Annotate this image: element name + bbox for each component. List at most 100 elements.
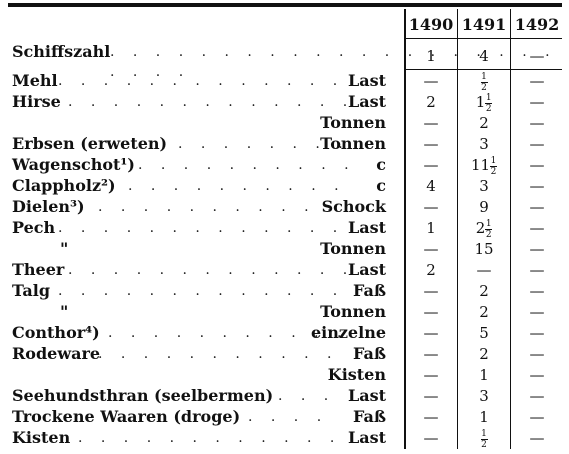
row-value-1492: — (529, 240, 545, 258)
row-value-1490: — (423, 324, 439, 342)
row-unit: Last (347, 92, 386, 111)
leader-dots: . . . . . . . . . . (128, 178, 346, 194)
row-value-1491: 15 (474, 240, 494, 258)
row-unit: Last (347, 71, 386, 90)
row-label: Dielen³) (12, 197, 85, 216)
leader-dots: . . . . . . . . (178, 136, 350, 152)
row-value-1492: — (529, 177, 545, 195)
row-value-1490: — (423, 156, 439, 174)
row-unit: Schock (321, 197, 386, 216)
row-unit: Last (347, 260, 386, 279)
year-header-1490: 1490 (408, 15, 454, 34)
leader-dots: . . . . . . . . . . . (108, 325, 349, 341)
row-value-1492: — (529, 345, 545, 363)
row-value-1491: 5 (479, 324, 489, 342)
row-value-1491: 3 (479, 135, 489, 153)
row-unit: Tonnen (320, 302, 386, 321)
row-unit: c (376, 176, 386, 195)
column-rule-1 (457, 9, 458, 449)
row-label: " (60, 302, 69, 321)
row-value-1490: — (423, 345, 439, 363)
row-value-1492: — (529, 324, 545, 342)
row-label: Talg (12, 281, 51, 300)
row-label: " (60, 239, 69, 258)
row-value-1491: 2 (479, 114, 489, 132)
header-rule (404, 38, 562, 39)
ship-count-1492: — (529, 47, 545, 65)
row-value-1491: 3 (479, 177, 489, 195)
row-value-1491: 1 (479, 366, 489, 384)
row-value-1491: — (476, 261, 492, 279)
ship-count-rule (404, 69, 562, 70)
row-value-1491: 11 1 2 (470, 155, 498, 177)
row-value-1492: — (529, 366, 545, 384)
leader-dots: . . . . . . . . . . (138, 157, 356, 173)
row-unit: Kisten (327, 365, 386, 384)
row-value-1491: 2 (479, 282, 489, 300)
year-header-1491: 1491 (461, 15, 507, 34)
row-value-1492: — (529, 261, 545, 279)
row-value-1490: — (423, 387, 439, 405)
row-value-1492: — (529, 303, 545, 321)
row-value-1492: — (529, 408, 545, 426)
column-rule-2 (510, 9, 511, 449)
row-value-1492: — (529, 114, 545, 132)
row-unit: Tonnen (320, 134, 386, 153)
row-label: Kisten (12, 428, 71, 447)
row-value-1492: — (529, 387, 545, 405)
row-value-1491: 1 (479, 408, 489, 426)
row-value-1492: — (529, 135, 545, 153)
row-value-1492: — (529, 72, 545, 90)
row-value-1491: 2 (479, 345, 489, 363)
row-value-1490: — (423, 366, 439, 384)
row-label: Rodeware (12, 344, 101, 363)
row-label: Erbsen (erweten) (12, 134, 168, 153)
leader-dots: . . . . . . . . . . . (98, 346, 339, 362)
row-value-1490: — (423, 72, 439, 90)
row-unit: Tonnen (320, 113, 386, 132)
row-label: Hirse (12, 92, 61, 111)
row-unit: einzelne (310, 323, 386, 342)
leader-dots: . . . . . . . . . . . . . (68, 94, 355, 110)
row-value-1490: 2 (426, 93, 436, 111)
top-rule (8, 3, 562, 7)
leader-dots: . . . . . . . . . . . . (78, 430, 342, 446)
row-unit: Faß (352, 407, 386, 426)
row-unit: Tonnen (320, 239, 386, 258)
ship-count-label: Schiffszahl (12, 42, 111, 61)
row-label: Mehl (12, 71, 58, 90)
row-value-1492: — (529, 156, 545, 174)
row-value-1490: — (423, 240, 439, 258)
row-value-1490: — (423, 303, 439, 321)
row-value-1490: — (423, 198, 439, 216)
leader-dots: . . . . . . . . . . . . . (68, 262, 355, 278)
row-label: Clappholz²) (12, 176, 116, 195)
row-value-1491: 2 (479, 303, 489, 321)
row-label: Seehundsthran (seelbermen) (12, 386, 274, 405)
row-value-1490: 2 (426, 261, 436, 279)
row-value-1491: 3 (479, 387, 489, 405)
leader-dots: . . . . . . . . . . . . . (58, 73, 345, 89)
year-header-1492: 1492 (514, 15, 560, 34)
row-value-1490: — (423, 114, 439, 132)
row-unit: c (376, 155, 386, 174)
ship-count-1490: 1 (426, 47, 436, 65)
row-value-1492: — (529, 93, 545, 111)
row-value-1490: — (423, 408, 439, 426)
row-label: Conthor⁴) (12, 323, 100, 342)
leader-dots: . . . (278, 388, 336, 404)
row-label: Trockene Waaren (droge) (12, 407, 241, 426)
row-unit: Last (347, 218, 386, 237)
leader-dots: . . . . . . . . . . . . . (58, 220, 345, 236)
row-value-1490: — (423, 282, 439, 300)
row-unit: Last (347, 386, 386, 405)
row-value-1492: — (529, 198, 545, 216)
row-value-1490: — (423, 429, 439, 447)
row-label: Pech (12, 218, 56, 237)
ship-count-1491: 4 (479, 47, 489, 65)
row-label: Wagenschot¹) (12, 155, 135, 174)
